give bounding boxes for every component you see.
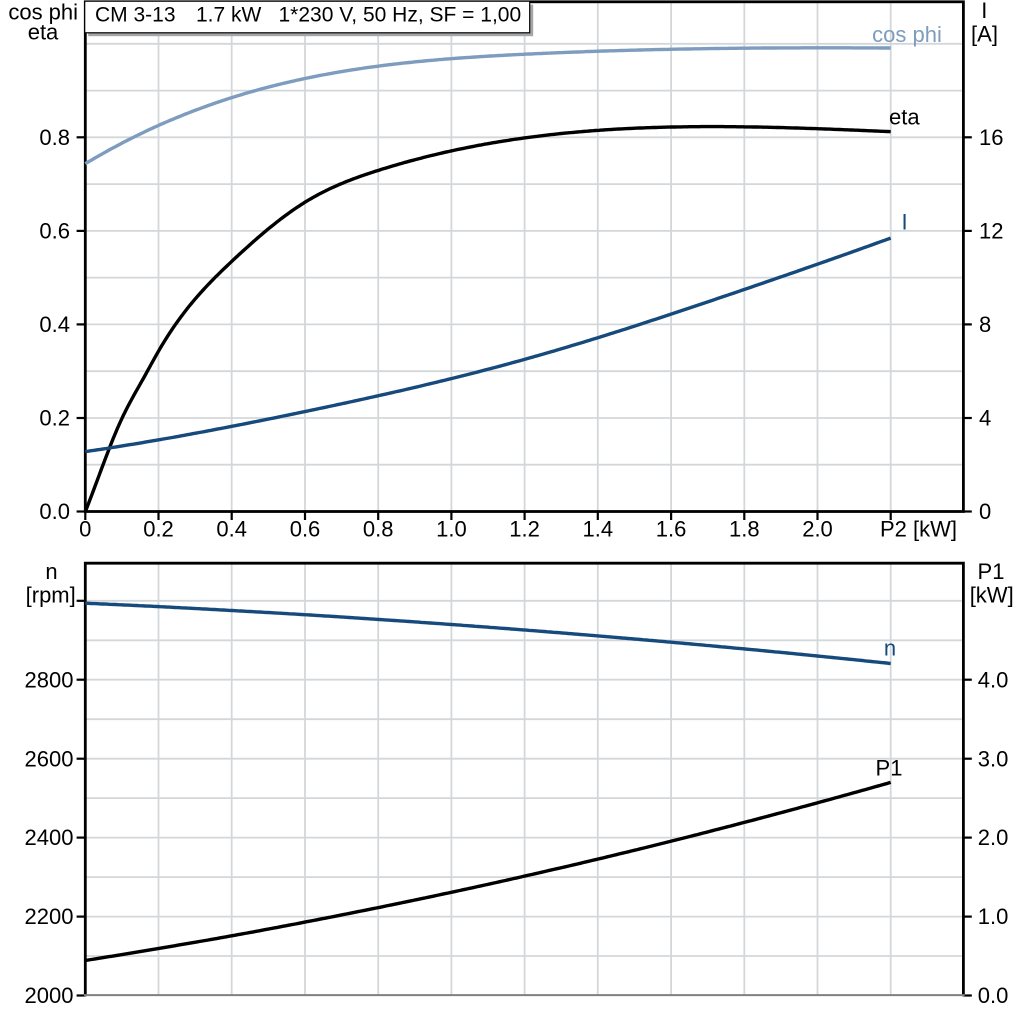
svg-text:P1: P1	[876, 755, 903, 780]
svg-text:0.2: 0.2	[143, 516, 174, 541]
svg-text:P1: P1	[978, 559, 1005, 584]
svg-text:eta: eta	[889, 105, 920, 130]
svg-text:2.0: 2.0	[978, 825, 1009, 850]
svg-text:[rpm]: [rpm]	[26, 583, 76, 608]
svg-text:cos phi: cos phi	[872, 22, 942, 47]
svg-text:[A]: [A]	[971, 21, 998, 46]
svg-text:n: n	[45, 559, 57, 584]
svg-text:2.0: 2.0	[802, 516, 833, 541]
svg-text:0.4: 0.4	[39, 312, 70, 337]
svg-text:1.2: 1.2	[509, 516, 540, 541]
svg-text:n: n	[884, 635, 896, 660]
svg-text:0: 0	[979, 499, 991, 524]
svg-text:cos phi: cos phi	[8, 0, 78, 24]
svg-text:eta: eta	[28, 20, 59, 45]
svg-text:3.0: 3.0	[978, 746, 1009, 771]
svg-text:4.0: 4.0	[978, 667, 1009, 692]
svg-text:12: 12	[979, 219, 1003, 244]
svg-text:1.0: 1.0	[978, 904, 1009, 929]
svg-text:2400: 2400	[25, 825, 74, 850]
svg-text:0: 0	[79, 516, 91, 541]
svg-text:P2 [kW]: P2 [kW]	[880, 516, 957, 541]
svg-text:1.0: 1.0	[436, 516, 467, 541]
svg-text:16: 16	[979, 125, 1003, 150]
svg-text:1.7 kW: 1.7 kW	[196, 4, 262, 27]
svg-text:0.8: 0.8	[363, 516, 394, 541]
svg-text:CM 3-13: CM 3-13	[95, 4, 176, 27]
svg-text:0.0: 0.0	[978, 983, 1009, 1008]
svg-text:2200: 2200	[25, 904, 74, 929]
svg-text:0.6: 0.6	[290, 516, 321, 541]
svg-text:1*230 V, 50 Hz, SF = 1,00: 1*230 V, 50 Hz, SF = 1,00	[279, 4, 522, 27]
svg-text:0.2: 0.2	[39, 406, 70, 431]
svg-text:4: 4	[979, 406, 991, 431]
svg-text:0.8: 0.8	[39, 125, 70, 150]
svg-text:I: I	[901, 210, 907, 235]
svg-text:[kW]: [kW]	[970, 583, 1014, 608]
svg-text:2600: 2600	[25, 746, 74, 771]
svg-text:8: 8	[979, 312, 991, 337]
svg-text:0.0: 0.0	[39, 499, 70, 524]
svg-text:1.8: 1.8	[729, 516, 760, 541]
svg-text:1.4: 1.4	[583, 516, 614, 541]
svg-text:1.6: 1.6	[656, 516, 687, 541]
svg-text:2000: 2000	[25, 983, 74, 1008]
svg-text:0.6: 0.6	[39, 219, 70, 244]
svg-text:0.4: 0.4	[216, 516, 247, 541]
svg-text:2800: 2800	[25, 667, 74, 692]
svg-text:I: I	[981, 0, 987, 23]
